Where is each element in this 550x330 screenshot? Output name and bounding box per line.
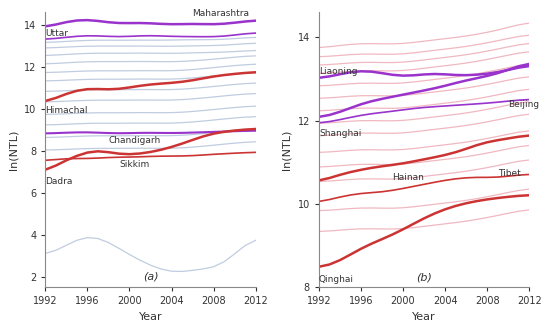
Text: Tibet: Tibet xyxy=(498,169,520,178)
X-axis label: Year: Year xyxy=(139,312,162,322)
Y-axis label: ln(NTL): ln(NTL) xyxy=(282,130,292,170)
Text: Uttar: Uttar xyxy=(45,29,68,38)
Text: Maharashtra: Maharashtra xyxy=(192,9,250,18)
Y-axis label: ln(NTL): ln(NTL) xyxy=(8,130,18,170)
Text: Himachal: Himachal xyxy=(45,106,88,115)
Text: (a): (a) xyxy=(142,272,158,282)
Text: Dadra: Dadra xyxy=(45,177,73,186)
Text: (b): (b) xyxy=(416,273,432,283)
Text: Shanghai: Shanghai xyxy=(319,129,361,138)
Text: Sikkim: Sikkim xyxy=(119,160,149,169)
Text: Beijing: Beijing xyxy=(508,100,540,109)
Text: Chandigarh: Chandigarh xyxy=(108,136,161,145)
Text: Liaoning: Liaoning xyxy=(319,67,358,76)
X-axis label: Year: Year xyxy=(412,312,436,322)
Text: Qinghai: Qinghai xyxy=(319,276,354,284)
Text: Hainan: Hainan xyxy=(393,173,425,182)
